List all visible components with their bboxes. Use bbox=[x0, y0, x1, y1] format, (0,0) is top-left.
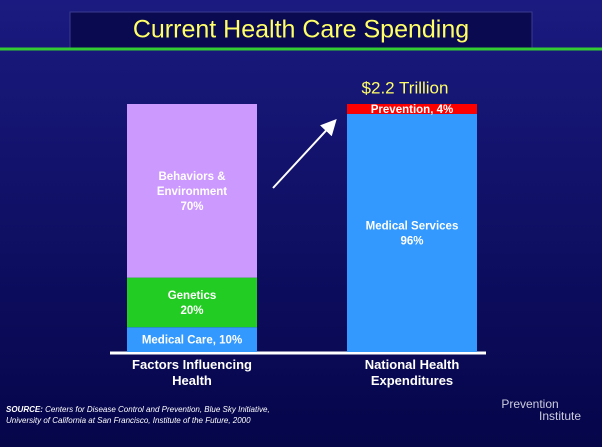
source-label: SOURCE: bbox=[6, 405, 43, 414]
value-label: Medical Care, 10% bbox=[142, 335, 242, 347]
value-label: Genetics 20% bbox=[168, 290, 217, 317]
bar-segment bbox=[347, 104, 477, 114]
arrow bbox=[272, 119, 337, 189]
bar-segment bbox=[127, 104, 257, 278]
value-label: Behaviors & Environment 70% bbox=[157, 171, 227, 213]
source-text: SOURCE: Centers for Disease Control and … bbox=[6, 405, 270, 425]
value-label: Prevention, 4% bbox=[371, 104, 453, 116]
bar-segment bbox=[347, 113, 477, 352]
chart-title: Current Health Care Spending bbox=[133, 16, 469, 44]
x-tick-label: Factors Influencing Health bbox=[132, 357, 252, 388]
logo-line: Institute bbox=[539, 409, 581, 423]
x-tick-label: National Health Expenditures bbox=[365, 357, 460, 388]
source-line: University of California at San Francisc… bbox=[6, 416, 251, 425]
logo-line: Prevention bbox=[501, 397, 558, 411]
source-line: Centers for Disease Control and Preventi… bbox=[43, 405, 270, 414]
bar-segment bbox=[127, 277, 257, 328]
value-label: Medical Services 96% bbox=[366, 220, 459, 247]
annotation: $2.2 Trillion bbox=[362, 78, 449, 97]
bar-segment bbox=[127, 327, 257, 352]
title-box bbox=[69, 11, 533, 49]
